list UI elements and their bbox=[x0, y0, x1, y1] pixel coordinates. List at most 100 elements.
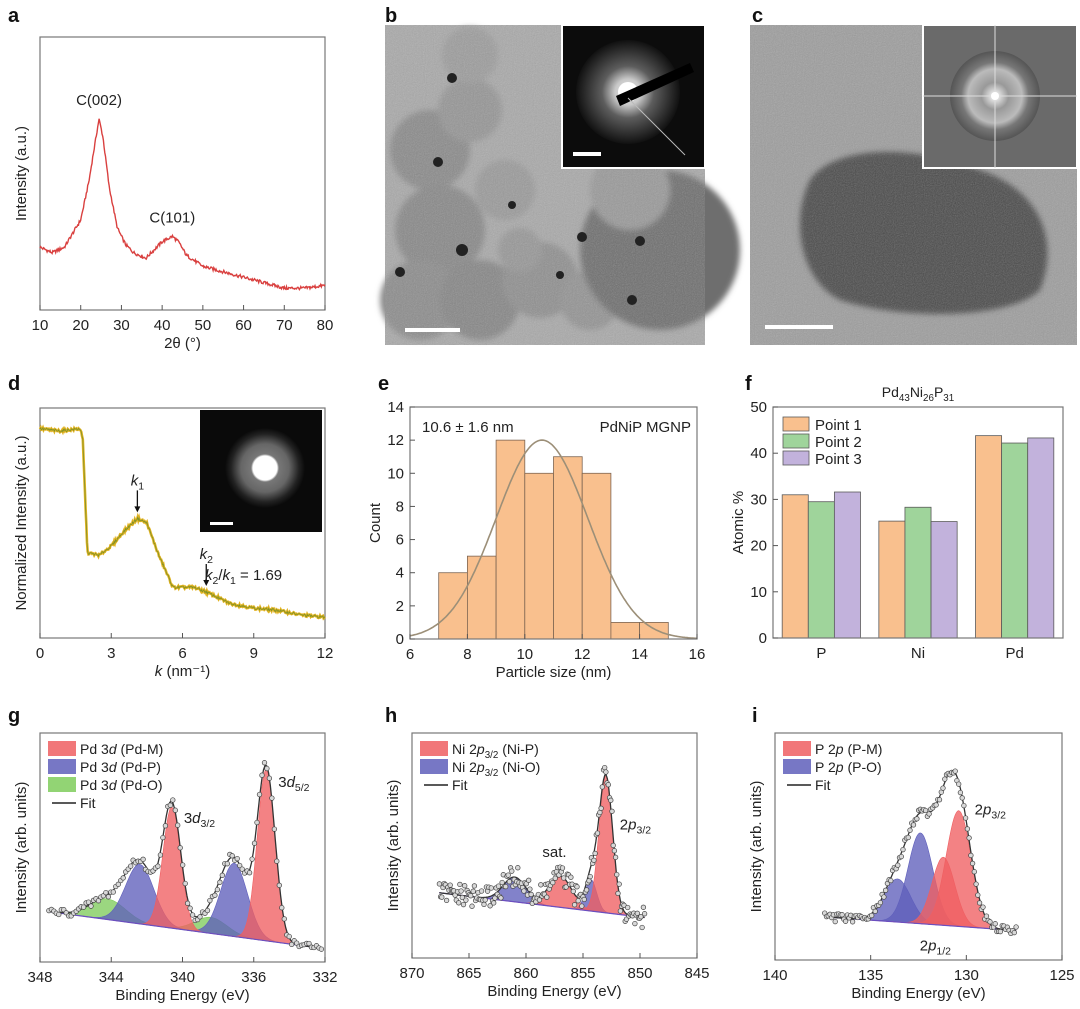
data-point bbox=[888, 877, 894, 884]
x-tick-label: 10 bbox=[32, 317, 49, 334]
text-segment: p bbox=[476, 741, 485, 757]
y-tick-label: 4 bbox=[396, 565, 404, 582]
data-point bbox=[276, 882, 282, 888]
data-point bbox=[936, 797, 943, 803]
data-point bbox=[538, 882, 544, 888]
peak-label: sat. bbox=[542, 844, 566, 861]
y-axis-label: Intensity (a.u.) bbox=[13, 126, 30, 221]
data-point bbox=[570, 888, 576, 894]
gaussian-fit-line bbox=[409, 439, 697, 640]
sample-name-annotation: PdNiP MGNP bbox=[600, 419, 691, 436]
x-tick-label: 135 bbox=[858, 967, 883, 984]
data-point bbox=[274, 858, 280, 864]
x-tick-label: 40 bbox=[154, 317, 171, 334]
data-point bbox=[259, 772, 265, 778]
chart-panel-h: 870 865 860 855 850 845 Binding Energy (eV) Int… bbox=[385, 732, 710, 1000]
text-segment: 1 bbox=[138, 480, 144, 492]
x-tick-label: 14 bbox=[631, 646, 648, 663]
data-point bbox=[306, 940, 312, 947]
histogram-bar bbox=[610, 622, 641, 640]
histogram-bar bbox=[438, 572, 468, 640]
data-point bbox=[905, 834, 911, 841]
peak-label: 2p3/2 bbox=[620, 816, 651, 836]
y-tick-label: 6 bbox=[396, 532, 404, 549]
data-point bbox=[641, 911, 648, 917]
data-point bbox=[187, 905, 193, 911]
bar bbox=[975, 435, 1003, 639]
chart-panel-d: 0 3 6 9 12k (nm⁻¹)Normalized Intensity (a.u.… bbox=[13, 407, 333, 680]
data-point bbox=[189, 912, 196, 918]
text-segment: p bbox=[627, 816, 636, 833]
legend-label: Ni 2p3/2 (Ni-O) bbox=[452, 759, 540, 779]
data-point bbox=[639, 924, 645, 931]
data-point bbox=[503, 883, 509, 890]
legend-label: P 2p (P-M) bbox=[815, 741, 882, 757]
data-point bbox=[128, 863, 134, 869]
y-tick-label: 0 bbox=[396, 631, 404, 648]
data-point bbox=[638, 914, 644, 920]
data-point bbox=[184, 900, 191, 906]
legend-swatch bbox=[48, 759, 76, 774]
data-point bbox=[952, 768, 958, 774]
data-point bbox=[488, 885, 494, 891]
legend-swatch bbox=[48, 777, 76, 792]
data-point bbox=[964, 826, 971, 832]
data-point bbox=[602, 764, 608, 771]
x-tick-label: 332 bbox=[312, 969, 337, 986]
text-segment: / bbox=[218, 567, 223, 584]
histogram-bar bbox=[495, 439, 526, 640]
scale-bar-c bbox=[765, 325, 833, 329]
panel-label-c: c bbox=[752, 5, 763, 27]
text-segment: 3/2 bbox=[485, 768, 499, 779]
data-point bbox=[571, 902, 578, 908]
data-point bbox=[207, 897, 213, 904]
bar bbox=[807, 501, 835, 639]
ratio-annotation: k2/k1 = 1.69 bbox=[205, 567, 282, 587]
text-segment: Ni 2 bbox=[452, 759, 477, 775]
data-point bbox=[447, 882, 453, 888]
data-point bbox=[527, 886, 533, 892]
data-point bbox=[610, 842, 616, 849]
text-segment: 3 bbox=[184, 810, 192, 827]
data-point bbox=[617, 908, 624, 914]
text-segment: (nm⁻¹) bbox=[162, 663, 210, 680]
data-point bbox=[214, 886, 221, 893]
data-point bbox=[849, 919, 856, 925]
text-segment: p bbox=[835, 759, 844, 775]
data-point bbox=[609, 808, 615, 814]
text-segment: d bbox=[192, 810, 201, 827]
category-label: Pd bbox=[1005, 645, 1023, 662]
scale-bar-b bbox=[405, 328, 460, 332]
text-segment: k bbox=[200, 546, 209, 563]
y-axis-label: Count bbox=[367, 502, 384, 543]
panel-label-h: h bbox=[385, 705, 397, 727]
data-point bbox=[498, 895, 504, 901]
data-point bbox=[587, 873, 593, 880]
data-point bbox=[608, 797, 614, 803]
y-tick-label: 10 bbox=[750, 584, 767, 601]
y-tick-label: 14 bbox=[387, 399, 404, 416]
data-point bbox=[895, 862, 901, 868]
bar bbox=[878, 520, 906, 639]
data-point bbox=[969, 860, 976, 867]
text-segment: = 1.69 bbox=[236, 567, 282, 584]
data-point bbox=[471, 883, 478, 889]
data-point bbox=[95, 898, 102, 904]
legend-label: Fit bbox=[452, 777, 468, 793]
text-segment: (P-M) bbox=[844, 741, 883, 757]
data-point bbox=[961, 802, 967, 809]
x-tick-label: 344 bbox=[99, 969, 124, 986]
text-segment: 2 bbox=[920, 937, 928, 954]
data-point bbox=[521, 888, 527, 894]
scale-bar-saed bbox=[573, 152, 601, 156]
text-segment: Pd 3 bbox=[80, 759, 109, 775]
peak-marker-label: k2 bbox=[200, 546, 214, 566]
data-point bbox=[877, 899, 884, 906]
legend-swatch bbox=[420, 741, 448, 756]
y-tick-label: 10 bbox=[387, 465, 404, 482]
text-segment: Ni bbox=[910, 384, 923, 400]
data-point bbox=[204, 907, 211, 914]
peak-marker-label: k1 bbox=[131, 472, 145, 492]
text-segment: Fit bbox=[80, 795, 96, 811]
scale-bar-d bbox=[210, 522, 233, 525]
